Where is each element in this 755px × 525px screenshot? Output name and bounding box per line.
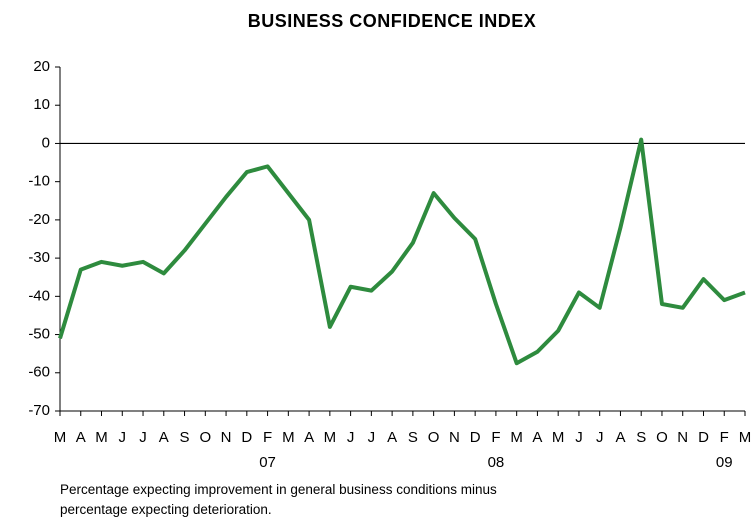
x-tick-label: A xyxy=(387,429,397,446)
y-tick-label: -10 xyxy=(28,173,50,190)
year-label: 08 xyxy=(488,454,505,471)
x-tick-label: O xyxy=(199,429,211,446)
x-tick-label: D xyxy=(470,429,481,446)
x-tick-label: N xyxy=(677,429,688,446)
note: Percentage expecting improvement in gene… xyxy=(60,480,497,520)
year-label: 09 xyxy=(716,454,733,471)
x-tick-label: A xyxy=(76,429,86,446)
y-tick-label: -40 xyxy=(28,287,50,304)
x-tick-label: J xyxy=(139,429,147,446)
y-tick-label: -60 xyxy=(28,364,50,381)
y-tick-label: -30 xyxy=(28,249,50,266)
x-tick-label: A xyxy=(304,429,314,446)
x-tick-label: F xyxy=(491,429,500,446)
note-line: Percentage expecting improvement in gene… xyxy=(60,482,497,497)
y-tick-label: -20 xyxy=(28,211,50,228)
chart-title: BUSINESS CONFIDENCE INDEX xyxy=(248,11,537,31)
series-line xyxy=(58,137,746,366)
y-tick-label: -50 xyxy=(28,326,50,343)
x-tick-label: A xyxy=(532,429,542,446)
x-tick-label: J xyxy=(119,429,127,446)
x-tick-label: A xyxy=(615,429,625,446)
x-tick-label: J xyxy=(575,429,583,446)
x-tick-label: M xyxy=(54,429,67,446)
x-tick-label: A xyxy=(159,429,169,446)
x-tick-label: J xyxy=(596,429,604,446)
x-tick-label: S xyxy=(180,429,190,446)
x-tick-label: M xyxy=(739,429,752,446)
x-tick-label: M xyxy=(282,429,295,446)
x-tick-label: S xyxy=(636,429,646,446)
x-tick-label: N xyxy=(449,429,460,446)
x-tick-label: D xyxy=(241,429,252,446)
x-tick-label: M xyxy=(95,429,108,446)
y-tick-label: -70 xyxy=(28,402,50,419)
x-tick-label: F xyxy=(263,429,272,446)
x-tick-label: D xyxy=(698,429,709,446)
x-tick-label: N xyxy=(221,429,232,446)
x-tick-label: M xyxy=(510,429,523,446)
note-line: percentage expecting deterioration. xyxy=(60,502,272,517)
x-tick-label: M xyxy=(552,429,565,446)
x-tick-label: J xyxy=(347,429,355,446)
x-tick-label: O xyxy=(428,429,440,446)
x-tick-label: O xyxy=(656,429,668,446)
y-tick-label: 0 xyxy=(42,134,50,151)
x-tick-label: M xyxy=(324,429,337,446)
x-tick-label: J xyxy=(368,429,376,446)
x-tick-label: S xyxy=(408,429,418,446)
y-tick-label: 20 xyxy=(33,58,50,75)
y-tick-label: 10 xyxy=(33,96,50,113)
x-tick-label: F xyxy=(720,429,729,446)
year-label: 07 xyxy=(259,454,276,471)
chart: BUSINESS CONFIDENCE INDEX -70 -60 -50 -40 -3… xyxy=(28,11,752,471)
